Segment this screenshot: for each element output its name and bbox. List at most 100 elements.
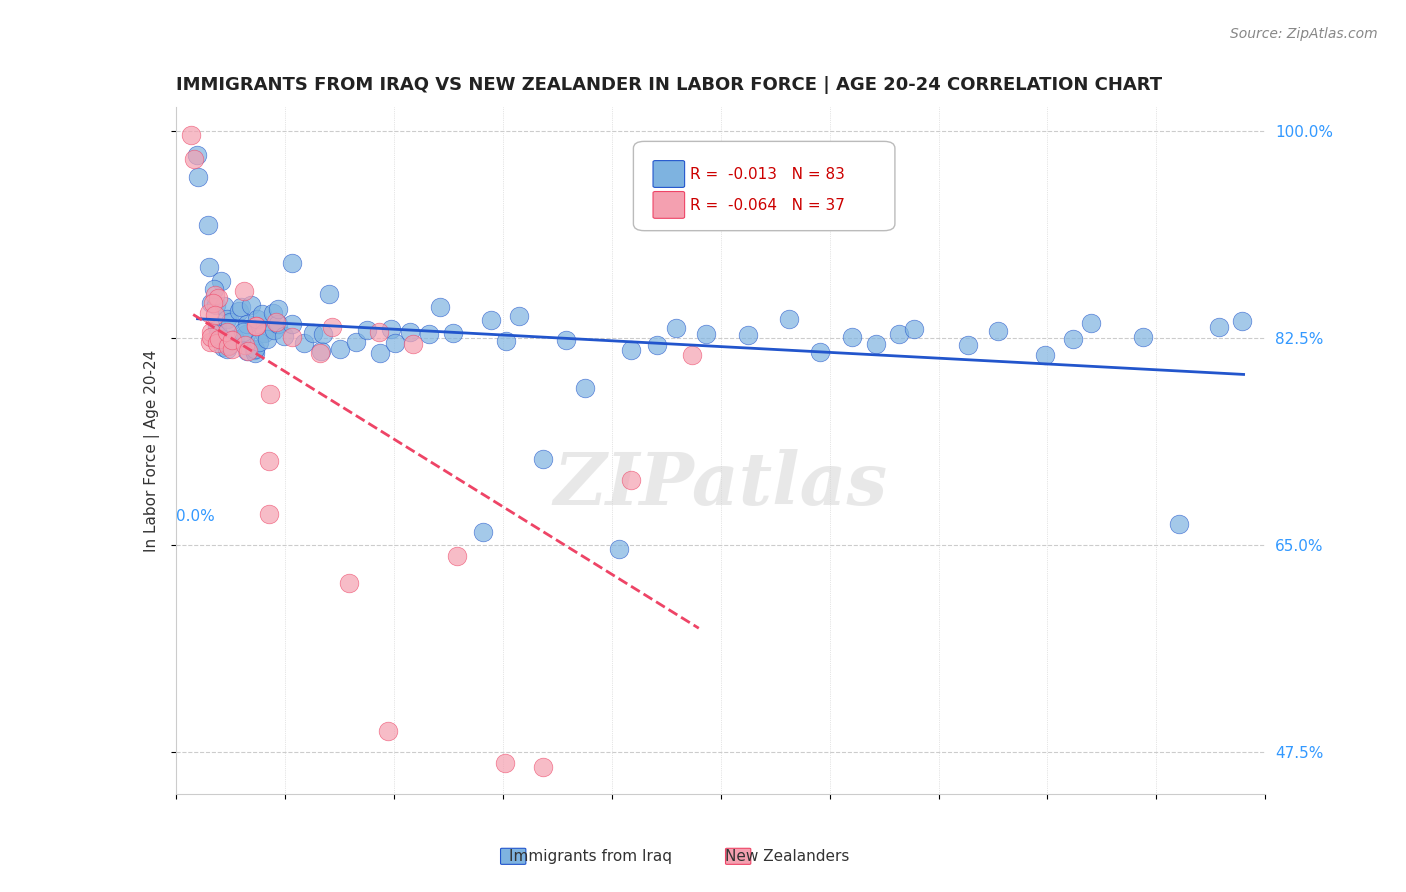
Point [380, 321, 402, 335]
Point [236, 343, 259, 358]
Point [368, 326, 391, 340]
Point [207, 291, 229, 305]
Point [841, 330, 863, 344]
Point [262, 306, 284, 320]
Point [229, 300, 252, 314]
Point [198, 306, 221, 320]
Point [215, 325, 238, 339]
Point [197, 218, 219, 232]
Point [531, 451, 554, 466]
Point [263, 323, 285, 337]
FancyBboxPatch shape [652, 192, 685, 219]
Point [236, 344, 259, 359]
Point [1062, 332, 1084, 346]
Point [204, 308, 226, 322]
Text: 0.0%: 0.0% [176, 508, 215, 524]
Point [243, 343, 266, 357]
Point [221, 342, 243, 356]
Point [187, 169, 209, 184]
Point [429, 300, 451, 314]
Point [1033, 348, 1056, 362]
Point [555, 333, 578, 347]
Point [443, 326, 465, 340]
Point [219, 315, 242, 329]
Point [215, 343, 238, 357]
Text: ZIPatlas: ZIPatlas [554, 450, 887, 520]
Point [209, 332, 232, 346]
Point [200, 326, 222, 340]
Point [180, 128, 202, 142]
Point [204, 288, 226, 302]
Point [281, 329, 304, 343]
Point [531, 760, 554, 774]
FancyBboxPatch shape [652, 161, 685, 187]
Point [243, 343, 266, 357]
Point [957, 338, 980, 352]
Point [186, 147, 208, 161]
Point [281, 317, 304, 331]
Point [1208, 319, 1230, 334]
Point [217, 339, 239, 353]
Point [200, 329, 222, 343]
Point [209, 273, 232, 287]
Point [221, 333, 243, 347]
Point [239, 298, 262, 312]
FancyBboxPatch shape [633, 141, 896, 231]
Point [681, 348, 703, 362]
Point [645, 338, 668, 352]
Point [208, 333, 231, 347]
Point [865, 337, 887, 351]
Point [329, 343, 352, 357]
Point [266, 317, 288, 331]
Point [889, 327, 911, 342]
Point [292, 336, 315, 351]
Point [212, 340, 235, 354]
Point [368, 346, 391, 360]
Point [1132, 330, 1154, 344]
Text: R =  -0.064   N = 37: R = -0.064 N = 37 [690, 198, 845, 213]
Point [250, 307, 273, 321]
Point [309, 344, 332, 359]
Point [337, 575, 360, 590]
Point [259, 386, 281, 401]
Point [418, 326, 440, 341]
Point [620, 343, 643, 357]
Text: Immigrants from Iraq: Immigrants from Iraq [509, 849, 672, 863]
Point [737, 327, 759, 342]
Point [256, 332, 278, 346]
Y-axis label: In Labor Force | Age 20-24: In Labor Force | Age 20-24 [143, 350, 160, 551]
Point [232, 284, 254, 298]
Point [318, 287, 340, 301]
Point [245, 318, 267, 333]
Point [243, 346, 266, 360]
Point [205, 335, 228, 350]
Point [508, 309, 530, 323]
Point [247, 334, 270, 349]
Point [346, 334, 368, 349]
Text: Source: ZipAtlas.com: Source: ZipAtlas.com [1230, 27, 1378, 41]
Point [201, 296, 224, 310]
Point [273, 329, 295, 343]
Point [253, 326, 276, 340]
Point [245, 319, 267, 334]
Point [217, 311, 239, 326]
FancyBboxPatch shape [725, 848, 751, 864]
Point [309, 346, 332, 360]
Point [377, 724, 399, 739]
Point [607, 541, 630, 556]
Point [903, 322, 925, 336]
Point [574, 381, 596, 395]
Point [481, 313, 503, 327]
Point [264, 315, 287, 329]
Point [356, 323, 378, 337]
Point [266, 302, 288, 317]
Point [495, 334, 517, 348]
Point [245, 312, 267, 326]
Point [205, 320, 228, 334]
Text: New Zealanders: New Zealanders [725, 849, 849, 863]
Text: R =  -0.013   N = 83: R = -0.013 N = 83 [690, 167, 845, 182]
Point [620, 473, 643, 487]
Point [202, 282, 225, 296]
Point [987, 325, 1010, 339]
Point [1168, 516, 1191, 531]
